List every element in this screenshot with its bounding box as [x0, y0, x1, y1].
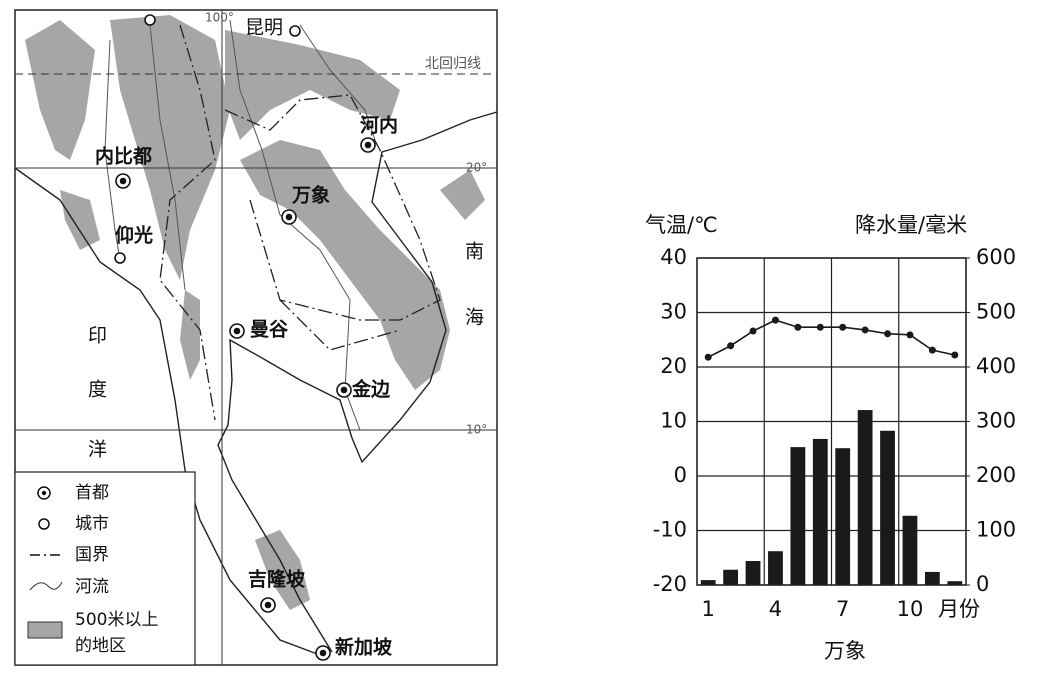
- x-axis-label: 月份: [938, 597, 980, 621]
- y-tick-label: 10: [660, 409, 687, 433]
- city-label: 金边: [351, 378, 391, 401]
- y-axis-label: 气温/℃: [645, 213, 718, 237]
- sea-label: 海: [465, 307, 484, 329]
- temperature-point: [928, 346, 936, 354]
- bar: [857, 410, 873, 585]
- x-tick-label: 4: [769, 597, 782, 621]
- bar: [947, 581, 963, 585]
- x-tick-label: 10: [897, 597, 924, 621]
- legend-label: 河流: [75, 577, 109, 597]
- y-tick-label: 30: [660, 300, 687, 324]
- bar: [812, 438, 828, 585]
- y-tick-label: 0: [674, 463, 687, 487]
- climate-chart: 气温/℃ 降水量/毫米 月份 万象 -20-100102030400100200…: [645, 213, 1016, 663]
- temperature-point: [794, 323, 802, 331]
- city-label: 昆明: [245, 17, 283, 39]
- graticule: [15, 10, 497, 665]
- y2-tick-label: 100: [976, 518, 1016, 542]
- sea-label: 洋: [88, 439, 107, 461]
- y2-axis-label: 降水量/毫米: [855, 213, 967, 237]
- temperature-point: [727, 342, 735, 350]
- bar: [924, 571, 940, 585]
- temperature-point: [906, 331, 914, 339]
- legend-label: 的地区: [75, 636, 126, 656]
- coastline: [14, 111, 498, 656]
- legend: 首都 城市 国界 河流 500米以上 的地区: [14, 471, 196, 666]
- y2-tick-label: 200: [976, 463, 1016, 487]
- bar: [745, 561, 761, 585]
- sea-label: 度: [88, 379, 107, 401]
- legend-label: 500米以上: [75, 610, 158, 630]
- bar: [790, 447, 806, 585]
- city-label: 仰光: [115, 224, 153, 247]
- bar: [723, 569, 739, 585]
- sea-label: 南: [465, 241, 484, 263]
- y2-tick-label: 600: [976, 245, 1016, 269]
- city-label: 新加坡: [335, 636, 393, 659]
- y-tick-label: 40: [660, 245, 687, 269]
- city-label: 曼谷: [250, 319, 289, 341]
- city-label: 内比都: [95, 145, 152, 168]
- city-symbols: [114, 14, 376, 661]
- chart-title: 万象: [824, 639, 866, 663]
- legend-label: 首都: [75, 483, 109, 503]
- y-tick-label: 20: [660, 354, 687, 378]
- longitude-label: 100°: [205, 11, 234, 25]
- temperature-point: [884, 330, 892, 338]
- bar: [768, 551, 783, 585]
- temperature-point: [771, 316, 779, 324]
- latitude-label: 20°: [466, 161, 487, 175]
- bar: [700, 580, 716, 585]
- y2-tick-label: 0: [976, 572, 989, 596]
- y-tick-label: -10: [653, 518, 687, 542]
- city-label: 河内: [360, 114, 398, 137]
- bar: [880, 430, 895, 585]
- y-tick-label: -20: [653, 572, 687, 596]
- temperature-point: [749, 327, 757, 335]
- tropic-label: 北回归线: [425, 55, 481, 72]
- rivers: [104, 19, 376, 431]
- temperature-point: [839, 323, 847, 331]
- temperature-point: [951, 351, 959, 359]
- temperature-line: [707, 319, 955, 358]
- temperature-point: [816, 323, 824, 331]
- y2-tick-label: 300: [976, 409, 1016, 433]
- y2-tick-label: 400: [976, 354, 1016, 378]
- city-label: 万象: [291, 184, 330, 207]
- sea-label: 印: [88, 325, 107, 347]
- city-label: 吉隆坡: [248, 568, 306, 591]
- plot-frame: [696, 257, 967, 586]
- map: 100° 20° 10° 北回归线 昆明 河内 内比都 万象 仰光 曼谷 金边 …: [14, 9, 498, 666]
- bar: [835, 448, 851, 585]
- borders: [159, 24, 441, 421]
- y2-tick-label: 500: [976, 300, 1016, 324]
- latitude-label: 10°: [466, 423, 487, 437]
- highland: [25, 15, 485, 610]
- legend-label: 城市: [75, 514, 109, 534]
- bar: [902, 515, 918, 585]
- temperature-point: [861, 326, 869, 334]
- legend-label: 国界: [75, 545, 109, 565]
- x-tick-label: 7: [836, 597, 849, 621]
- x-tick-label: 1: [702, 597, 715, 621]
- temperature-point: [704, 353, 712, 361]
